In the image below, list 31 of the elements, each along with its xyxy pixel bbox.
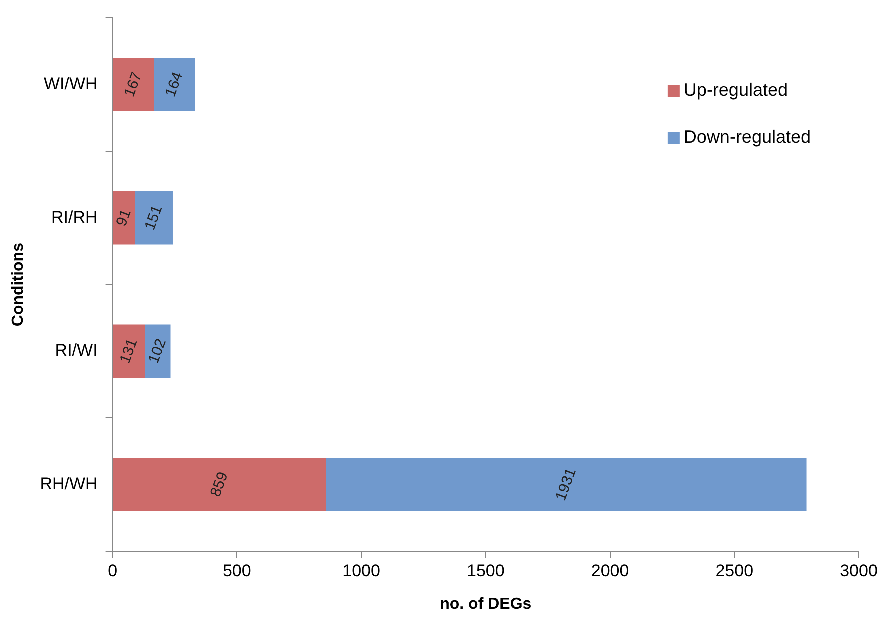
x-tick-label: 0 — [108, 561, 118, 580]
x-tick-label: 1000 — [342, 561, 380, 580]
data-label: 91 — [113, 207, 135, 229]
x-axis-title: no. of DEGs — [440, 596, 532, 613]
bar — [154, 58, 196, 112]
legend-label: Up-regulated — [684, 80, 788, 100]
bar — [145, 324, 171, 378]
bar — [135, 191, 173, 245]
x-tick-label: 3000 — [840, 561, 878, 580]
data-label: 167 — [121, 70, 146, 100]
bar — [113, 191, 136, 245]
data-label: 1931 — [552, 466, 580, 504]
y-tick-label: RI/RH — [52, 208, 98, 227]
x-tick-label: 500 — [222, 561, 252, 580]
data-label: 102 — [145, 336, 170, 366]
bar — [113, 58, 154, 112]
x-tick-label: 2500 — [716, 561, 754, 580]
y-tick-label: WI/WH — [44, 74, 98, 94]
data-label: 131 — [116, 336, 142, 366]
x-tick-label: 2000 — [591, 561, 630, 580]
y-tick-label: RI/WI — [55, 341, 98, 360]
data-label: 151 — [142, 203, 166, 233]
data-label: 164 — [162, 70, 187, 100]
legend-label: Down-regulated — [684, 127, 812, 148]
data-label: 859 — [207, 470, 232, 500]
bar — [113, 324, 146, 378]
y-axis-title: Conditions — [10, 242, 28, 327]
bar — [113, 458, 326, 512]
bar — [326, 458, 807, 512]
y-tick-label: RH/WH — [40, 474, 98, 494]
x-tick-label: 1500 — [466, 561, 505, 580]
